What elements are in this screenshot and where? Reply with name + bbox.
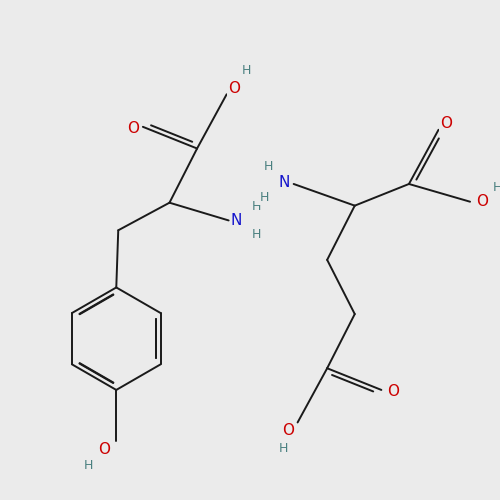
- Text: O: O: [476, 194, 488, 209]
- Text: O: O: [127, 122, 139, 136]
- Text: H: H: [242, 64, 251, 77]
- Text: O: O: [98, 442, 110, 456]
- Text: N: N: [231, 213, 242, 228]
- Text: H: H: [260, 192, 269, 204]
- Text: H: H: [84, 460, 94, 472]
- Text: O: O: [387, 384, 399, 400]
- Text: O: O: [282, 423, 294, 438]
- Text: H: H: [493, 182, 500, 194]
- Text: H: H: [252, 228, 261, 240]
- Text: H: H: [252, 200, 261, 213]
- Text: N: N: [278, 174, 289, 190]
- Text: H: H: [264, 160, 272, 172]
- Text: O: O: [440, 116, 452, 132]
- Text: H: H: [279, 442, 288, 454]
- Text: O: O: [228, 81, 240, 96]
